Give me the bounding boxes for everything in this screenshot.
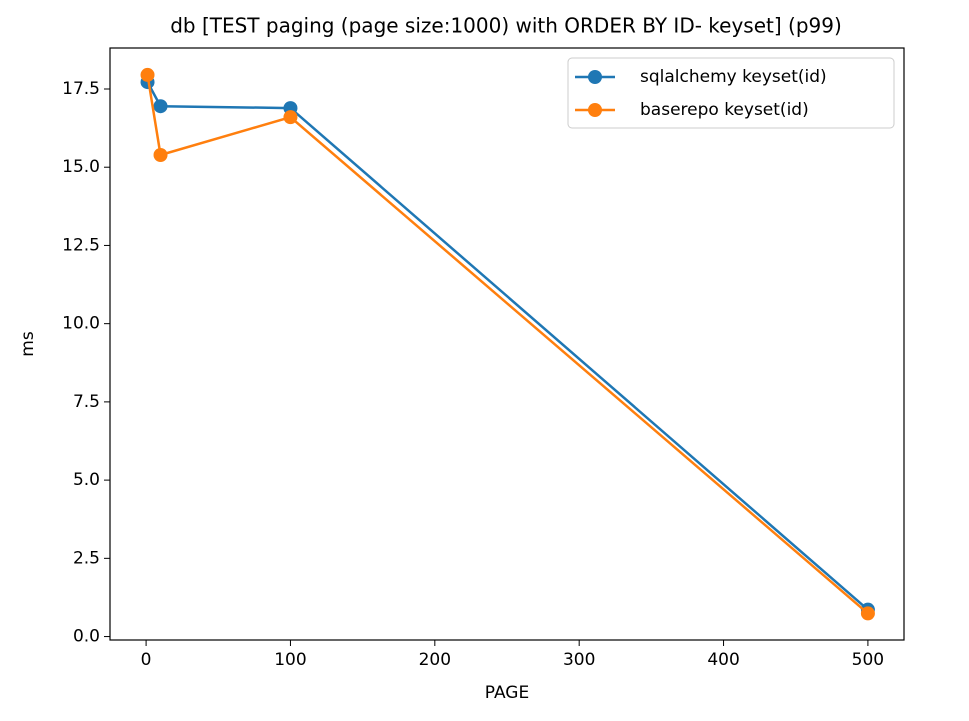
x-tick-label: 0 [141, 650, 152, 670]
legend-box [567, 57, 895, 129]
point [860, 606, 875, 621]
y-axis-label: ms [18, 331, 38, 357]
y-tick-label: 2.5 [73, 548, 100, 568]
point [153, 148, 168, 163]
point [140, 67, 155, 82]
point [153, 99, 168, 114]
x-axis-label: PAGE [485, 683, 529, 703]
legend-label: baserepo keyset(id) [640, 100, 809, 120]
x-tick-label: 400 [707, 650, 739, 670]
y-tick-label: 7.5 [73, 392, 100, 412]
series-line [146, 74, 869, 615]
series-line [146, 81, 869, 611]
legend-marker [588, 70, 602, 84]
x-tick-label: 200 [419, 650, 451, 670]
y-tick-label: 5.0 [73, 470, 100, 490]
plot-frame [109, 47, 905, 641]
legend-label: sqlalchemy keyset(id) [640, 67, 827, 87]
y-tick-label: 17.5 [62, 79, 100, 99]
x-tick-label: 500 [852, 650, 884, 670]
x-tick-label: 300 [563, 650, 595, 670]
y-tick-label: 0.0 [73, 627, 100, 647]
y-tick-label: 10.0 [62, 314, 100, 334]
x-tick-label: 100 [274, 650, 306, 670]
y-tick-label: 12.5 [62, 235, 100, 255]
legend-marker [588, 103, 602, 117]
point [283, 110, 298, 125]
chart-title: db [TEST paging (page size:1000) with OR… [170, 14, 842, 38]
y-tick-label: 15.0 [62, 157, 100, 177]
